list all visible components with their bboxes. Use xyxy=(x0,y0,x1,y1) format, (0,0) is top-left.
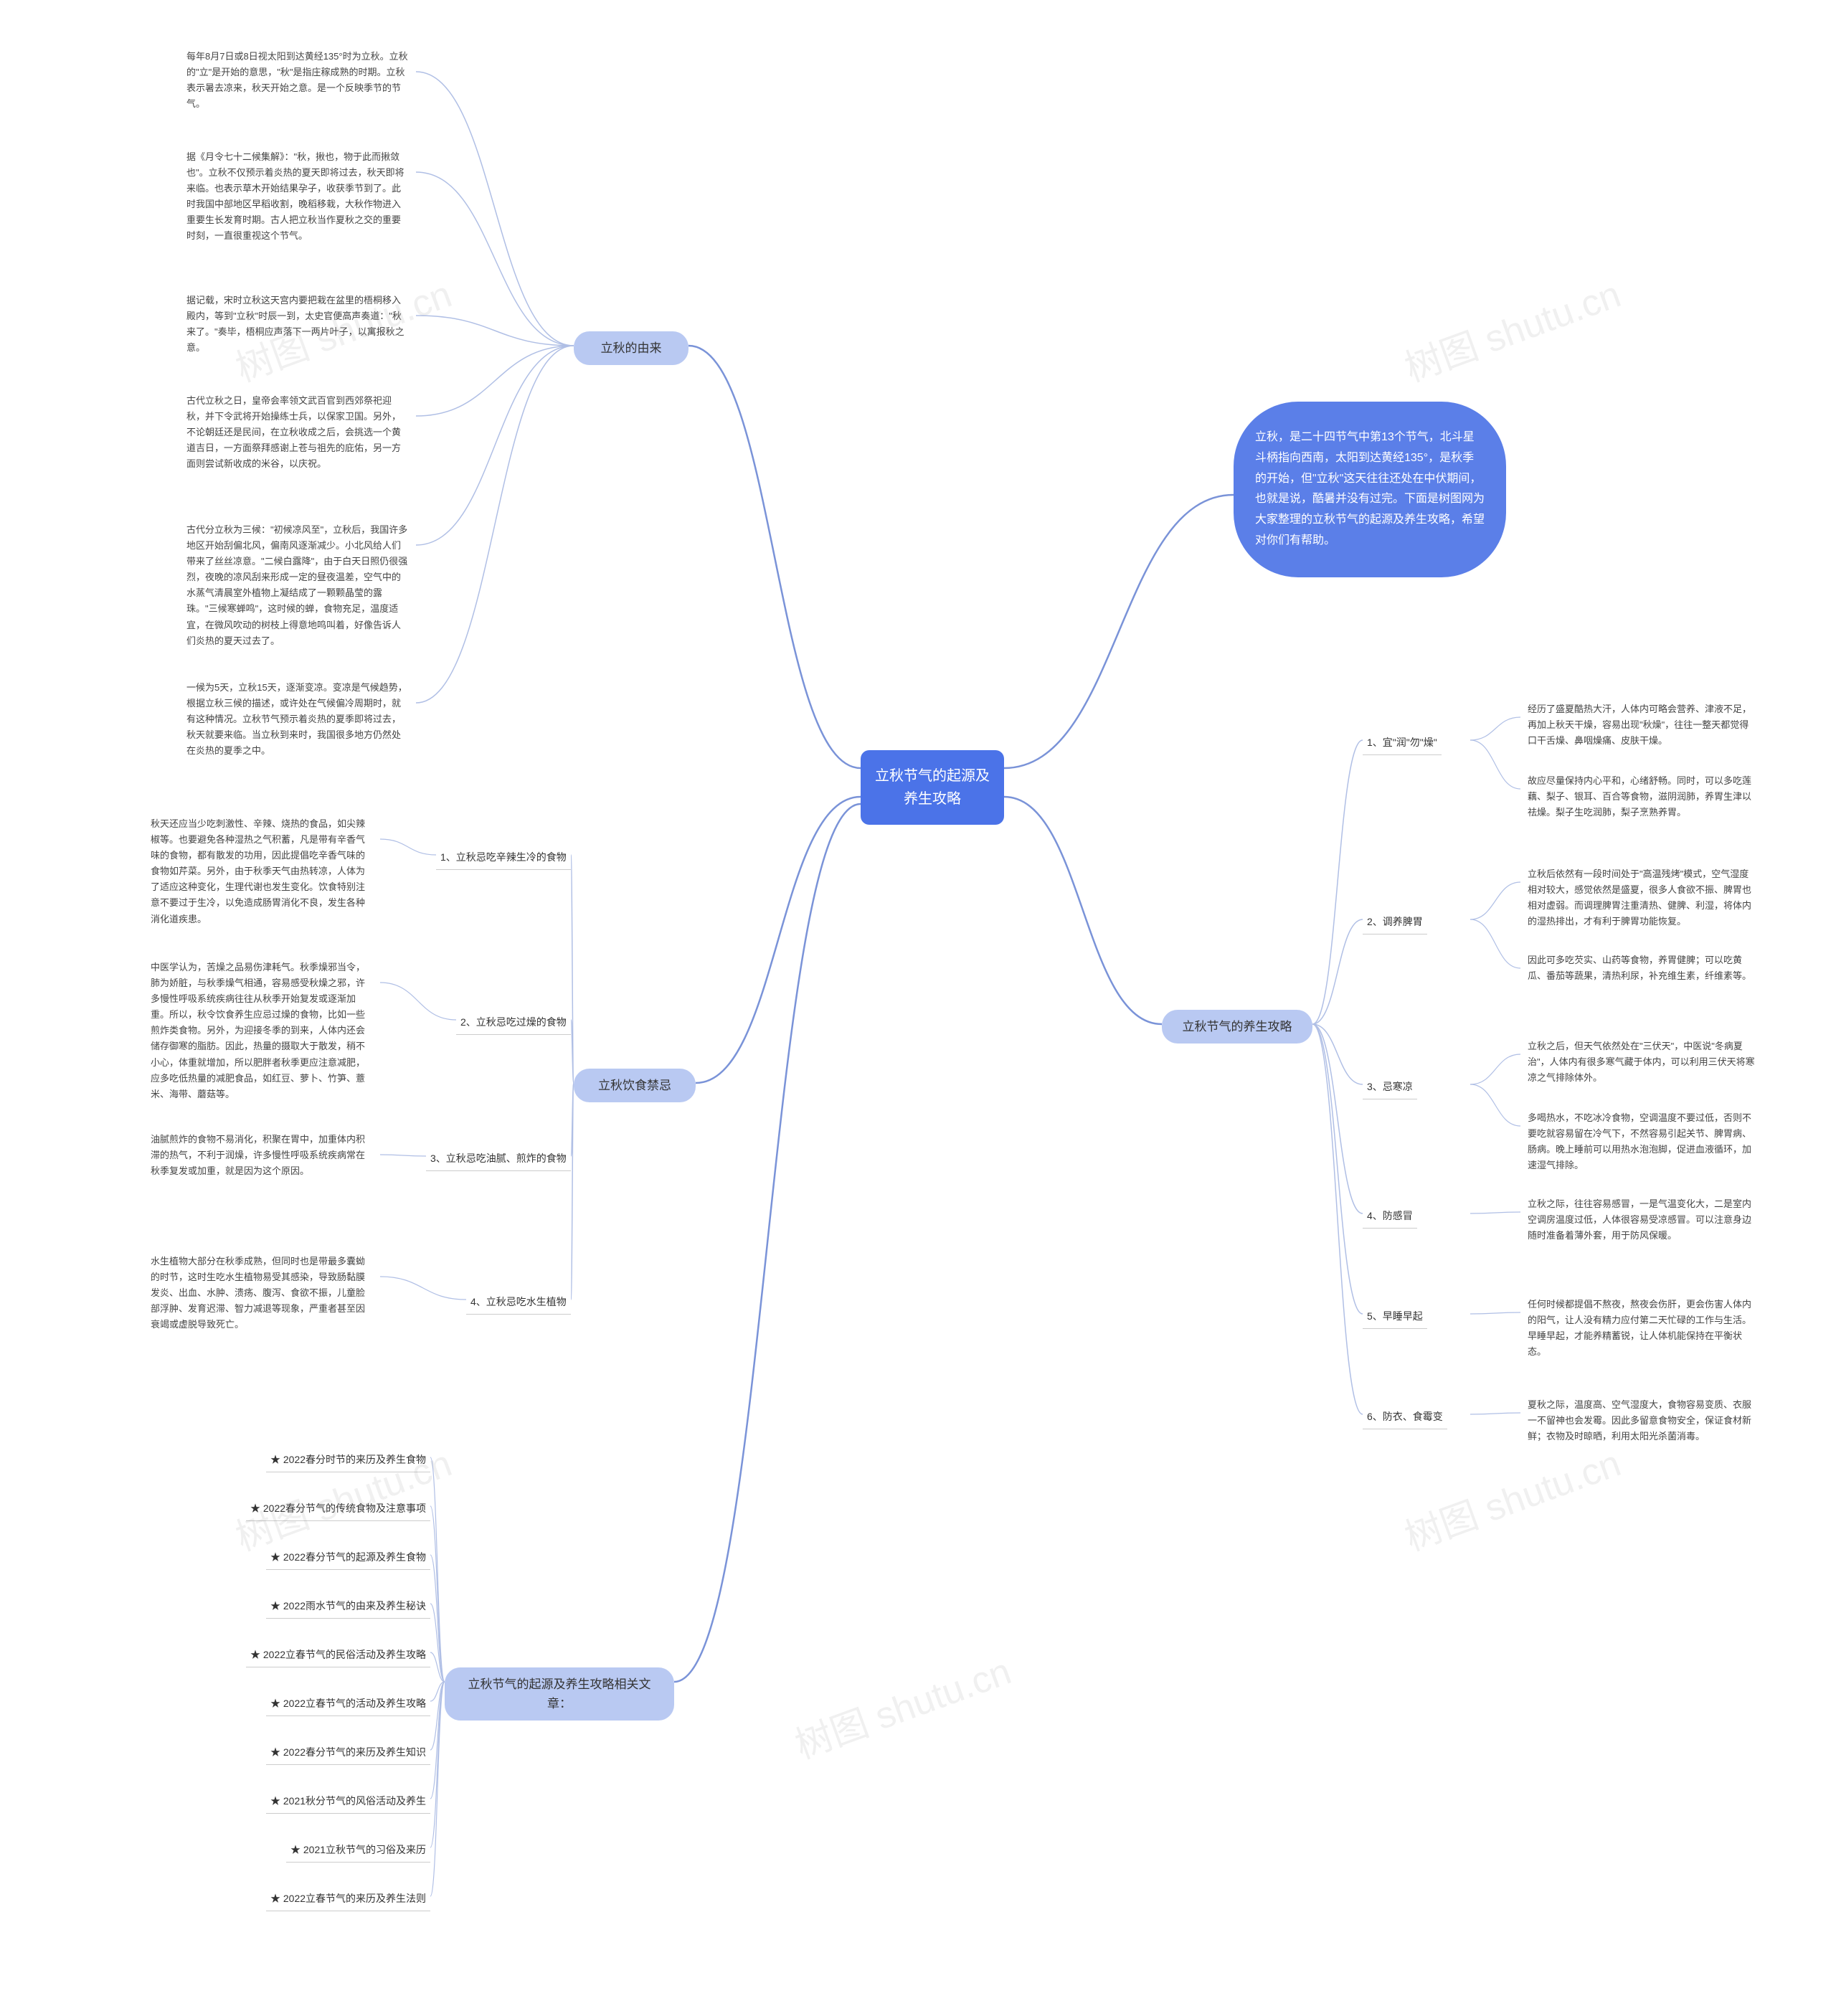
branch-origin[interactable]: 立秋的由来 xyxy=(574,331,688,365)
related-item[interactable]: ★ 2022立春节气的活动及养生攻略 xyxy=(266,1693,430,1716)
related-item[interactable]: ★ 2022春分节气的起源及养生食物 xyxy=(266,1546,430,1570)
taboo-sub[interactable]: 4、立秋忌吃水生植物 xyxy=(466,1291,571,1315)
origin-leaf: 古代立秋之日，皇帝会率领文武百官到西郊祭祀迎秋，并下令武将开始操练士兵，以保家卫… xyxy=(179,387,416,478)
branch-origin-label: 立秋的由来 xyxy=(601,341,662,355)
related-item[interactable]: ★ 2022雨水节气的由来及养生秘诀 xyxy=(266,1595,430,1619)
origin-leaf: 据记载，宋时立秋这天宫内要把栽在盆里的梧桐移入殿内，等到"立秋"时辰一到，太史官… xyxy=(179,287,416,361)
taboo-leaf: 中医学认为，苦燥之品易伤津耗气。秋季燥邪当令，肺为娇脏，与秋季燥气相通，容易感受… xyxy=(143,954,380,1108)
yangsheng-leaf: 立秋之后，但天气依然处在"三伏天"，中医说"冬病夏治"，人体内有很多寒气藏于体内… xyxy=(1520,1033,1764,1092)
branch-yangsheng[interactable]: 立秋节气的养生攻略 xyxy=(1162,1010,1312,1044)
taboo-leaf: 油腻煎炸的食物不易消化，积聚在胃中，加重体内积滞的热气，不利于润燥，许多慢性呼吸… xyxy=(143,1126,380,1185)
yangsheng-sub[interactable]: 5、早睡早起 xyxy=(1363,1305,1427,1329)
yangsheng-sub[interactable]: 3、忌寒凉 xyxy=(1363,1076,1417,1099)
yangsheng-leaf: 任何时候都提倡不熬夜，熬夜会伤肝，更会伤害人体内的阳气，让人没有精力应付第二天忙… xyxy=(1520,1291,1764,1366)
related-item[interactable]: ★ 2021秋分节气的风俗活动及养生 xyxy=(266,1790,430,1814)
yangsheng-leaf: 立秋之际，往往容易感冒，一是气温变化大，二是室内空调房温度过低，人体很容易受凉感… xyxy=(1520,1191,1764,1249)
yangsheng-sub[interactable]: 6、防衣、食霉变 xyxy=(1363,1406,1447,1429)
origin-leaf: 一候为5天，立秋15天，逐渐变凉。变凉是气候趋势，根据立秋三候的描述，或许处在气… xyxy=(179,674,416,765)
related-item[interactable]: ★ 2022春分节气的来历及养生知识 xyxy=(266,1741,430,1765)
branch-taboo[interactable]: 立秋饮食禁忌 xyxy=(574,1069,696,1102)
yangsheng-leaf: 故应尽量保持内心平和，心绪舒畅。同时，可以多吃莲藕、梨子、银耳、百合等食物，滋阴… xyxy=(1520,767,1764,826)
yangsheng-leaf: 因此可多吃芡实、山药等食物，养胃健脾；可以吃黄瓜、番茄等蔬果，清热利尿，补充维生… xyxy=(1520,947,1764,990)
root-label: 立秋节气的起源及养生攻略 xyxy=(875,768,990,807)
origin-leaf: 据《月令七十二候集解》："秋，揪也，物于此而揪敛也"。立秋不仅预示着炎热的夏天即… xyxy=(179,143,416,250)
yangsheng-leaf: 多喝热水，不吃冰冷食物，空调温度不要过低，否则不要吃就容易留在冷气下，不然容易引… xyxy=(1520,1104,1764,1179)
origin-leaf: 每年8月7日或8日视太阳到达黄经135°时为立秋。立秋的"立"是开始的意思，"秋… xyxy=(179,43,416,118)
branch-taboo-label: 立秋饮食禁忌 xyxy=(598,1079,671,1092)
taboo-leaf: 秋天还应当少吃刺激性、辛辣、烧热的食品，如尖辣椒等。也要避免各种湿热之气积蓄，凡… xyxy=(143,810,380,933)
yangsheng-sub[interactable]: 1、宜"润"勿"燥" xyxy=(1363,732,1442,755)
yangsheng-sub[interactable]: 2、调养脾胃 xyxy=(1363,911,1427,934)
yangsheng-sub[interactable]: 4、防感冒 xyxy=(1363,1205,1417,1229)
branch-yangsheng-label: 立秋节气的养生攻略 xyxy=(1183,1020,1292,1033)
origin-leaf: 古代分立秋为三候："初候凉风至"，立秋后，我国许多地区开始刮偏北风，偏南风逐渐减… xyxy=(179,516,416,655)
related-item[interactable]: ★ 2022立春节气的民俗活动及养生攻略 xyxy=(246,1644,430,1667)
taboo-sub[interactable]: 2、立秋忌吃过燥的食物 xyxy=(456,1011,571,1035)
branch-related[interactable]: 立秋节气的起源及养生攻略相关文章： xyxy=(445,1667,674,1721)
intro-text: 立秋，是二十四节气中第13个节气，北斗星斗柄指向西南，太阳到达黄经135°，是秋… xyxy=(1255,431,1485,546)
related-item[interactable]: ★ 2022春分时节的来历及养生食物 xyxy=(266,1449,430,1472)
related-item[interactable]: ★ 2022立春节气的来历及养生法则 xyxy=(266,1888,430,1911)
yangsheng-leaf: 立秋后依然有一段时间处于"高温残烤"模式，空气湿度相对较大，感觉依然是盛夏，很多… xyxy=(1520,861,1764,935)
related-item[interactable]: ★ 2022春分节气的传统食物及注意事项 xyxy=(246,1497,430,1521)
yangsheng-leaf: 经历了盛夏酷热大汗，人体内可略会营养、津液不足，再加上秋天干燥，容易出现"秋燥"… xyxy=(1520,696,1764,754)
yangsheng-leaf: 夏秋之际，温度高、空气湿度大，食物容易变质、衣服一不留神也会发霉。因此多留意食物… xyxy=(1520,1391,1764,1450)
taboo-leaf: 水生植物大部分在秋季成熟，但同时也是带最多囊蚴的时节，这时生吃水生植物易受其感染… xyxy=(143,1248,380,1338)
intro-node: 立秋，是二十四节气中第13个节气，北斗星斗柄指向西南，太阳到达黄经135°，是秋… xyxy=(1234,402,1506,577)
branch-related-label: 立秋节气的起源及养生攻略相关文章： xyxy=(468,1677,651,1710)
taboo-sub[interactable]: 1、立秋忌吃辛辣生冷的食物 xyxy=(436,846,571,870)
root-node[interactable]: 立秋节气的起源及养生攻略 xyxy=(861,750,1004,825)
taboo-sub[interactable]: 3、立秋忌吃油腻、煎炸的食物 xyxy=(426,1147,571,1171)
related-item[interactable]: ★ 2021立秋节气的习俗及来历 xyxy=(286,1839,430,1863)
